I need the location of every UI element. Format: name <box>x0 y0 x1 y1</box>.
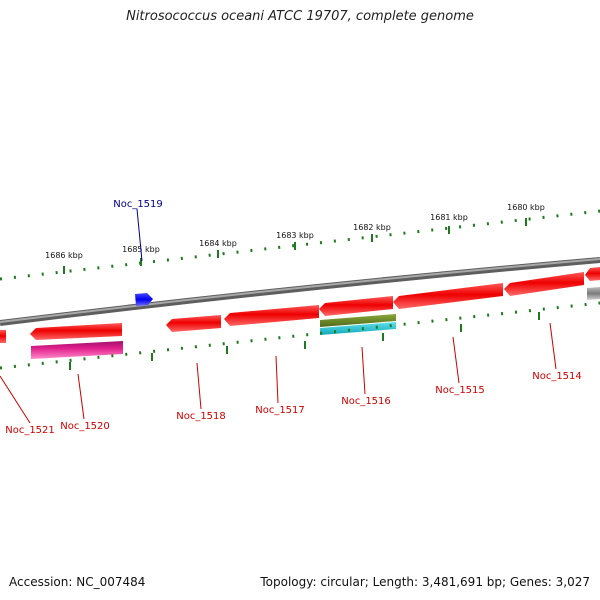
gene-label-noc-1521[interactable]: Noc_1521 <box>5 425 55 436</box>
kbp-label: 1681 kbp <box>430 213 468 222</box>
kbp-label: 1682 kbp <box>353 223 391 232</box>
genome-summary-label: Topology: circular; Length: 3,481,691 bp… <box>260 575 590 589</box>
leader-noc-1515 <box>452 336 460 384</box>
gene-noc-1517[interactable] <box>224 305 319 326</box>
leader-noc-1518 <box>196 362 202 410</box>
kbp-label: 1680 kbp <box>507 203 545 212</box>
gene-noc-1515[interactable] <box>393 283 503 309</box>
gene-edge-right[interactable] <box>585 267 600 281</box>
leader-noc-1516 <box>361 346 366 395</box>
leader-noc-1520 <box>77 373 85 420</box>
genome-backbone <box>0 257 600 326</box>
gene-noc-1514[interactable] <box>504 272 584 296</box>
leader-noc-1517 <box>275 355 279 404</box>
leader-noc-1521 <box>0 375 31 424</box>
gene-noc-1520[interactable] <box>30 323 122 340</box>
gene-label-noc-1515[interactable]: Noc_1515 <box>435 385 485 396</box>
gene-label-noc-1519[interactable]: Noc_1519 <box>113 199 163 210</box>
gene-label-noc-1517[interactable]: Noc_1517 <box>255 405 305 416</box>
page-title: Nitrosococcus oceani ATCC 19707, complet… <box>126 9 474 24</box>
feature-bar-olive[interactable] <box>320 314 396 327</box>
feature-bar-cyan[interactable] <box>320 322 396 335</box>
gene-noc-1519[interactable] <box>135 293 153 306</box>
gene-label-noc-1518[interactable]: Noc_1518 <box>176 411 226 422</box>
kbp-label: 1683 kbp <box>276 231 314 240</box>
gene-noc-1518[interactable] <box>166 315 221 332</box>
gene-label-noc-1520[interactable]: Noc_1520 <box>60 421 110 432</box>
leader-noc-1514 <box>549 322 557 370</box>
leader-noc-1519 <box>136 208 143 262</box>
inner-tick-track <box>0 301 600 370</box>
outer-tick-track <box>0 209 600 281</box>
kbp-label: 1684 kbp <box>199 239 237 248</box>
kbp-label: 1686 kbp <box>45 251 83 260</box>
feature-bar-magenta[interactable] <box>31 341 123 359</box>
gene-noc-1521[interactable] <box>0 330 6 343</box>
feature-bar-grey[interactable] <box>587 287 600 300</box>
gene-label-noc-1514[interactable]: Noc_1514 <box>532 371 582 382</box>
gene-label-noc-1516[interactable]: Noc_1516 <box>341 396 391 407</box>
accession-label: Accession: NC_007484 <box>9 575 146 589</box>
gene-noc-1516[interactable] <box>319 296 393 316</box>
